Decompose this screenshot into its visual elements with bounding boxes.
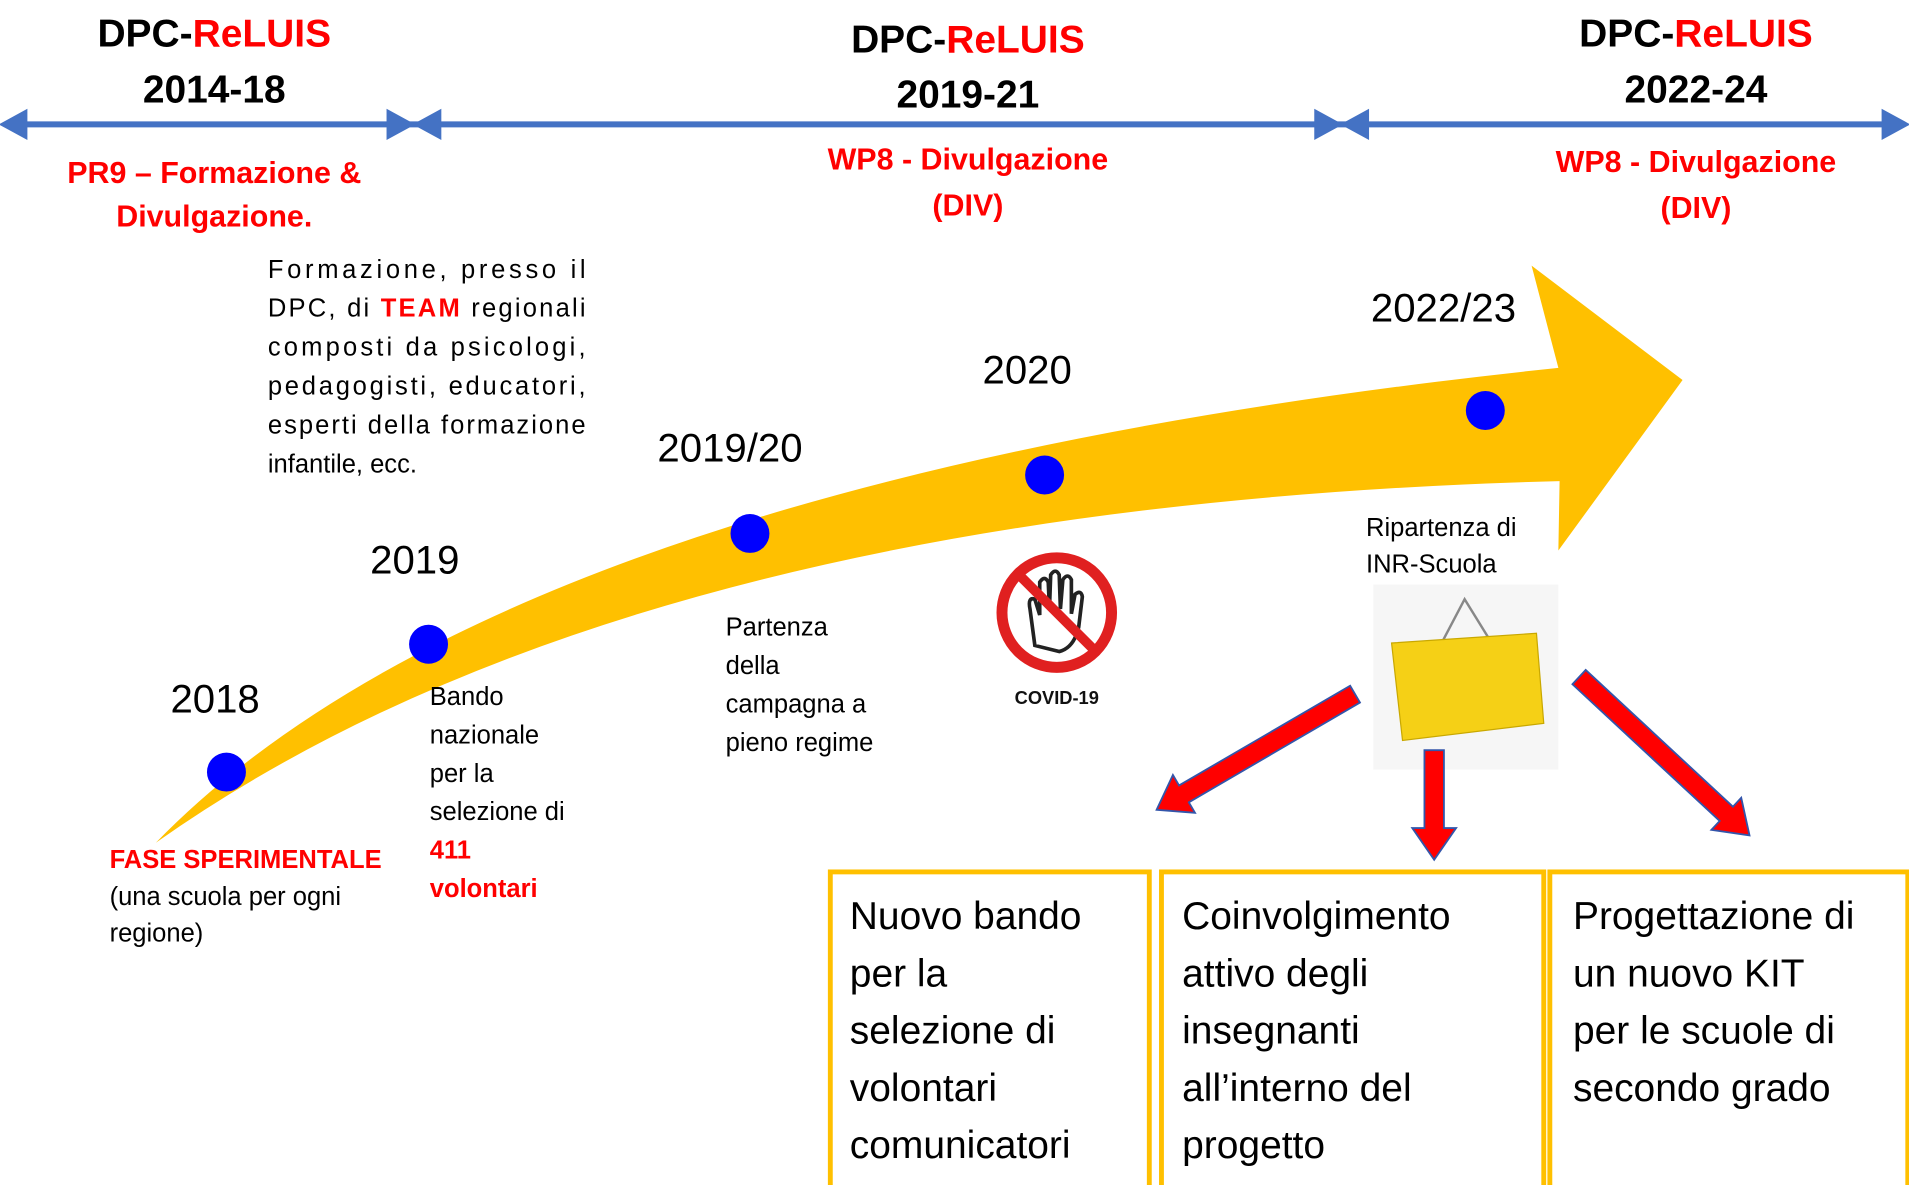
milestone-note: COVID-19 bbox=[1015, 687, 1099, 708]
box-line: progetto bbox=[1182, 1124, 1325, 1167]
prefix: DPC- bbox=[851, 19, 946, 62]
note-line: Formazione, presso il bbox=[268, 256, 586, 284]
box-line: Progettazione di bbox=[1573, 895, 1854, 938]
project-label: (DIV) bbox=[1660, 191, 1731, 225]
note-line: DPC, di TEAM regionali bbox=[268, 295, 586, 323]
milestone-note: INR-Scuola bbox=[1366, 550, 1497, 578]
milestone-year: 2022/23 bbox=[1371, 286, 1516, 331]
prefix: DPC- bbox=[97, 12, 192, 55]
prefix: DPC- bbox=[1579, 12, 1674, 55]
milestone-note: Bando bbox=[430, 683, 504, 711]
box-line: Coinvolgimento bbox=[1182, 895, 1450, 938]
milestone-note: nazionale bbox=[430, 721, 539, 749]
project-label: (DIV) bbox=[932, 189, 1003, 223]
note-segment: regionali bbox=[462, 295, 586, 323]
red-arrow bbox=[1155, 684, 1362, 814]
milestone-note: campagna a bbox=[726, 690, 867, 718]
note-line: pedagogisti, educatori, bbox=[268, 373, 586, 401]
box-line: volontari bbox=[850, 1067, 997, 1110]
box-line: Nuovo bando bbox=[850, 895, 1082, 938]
milestone-note: volontari bbox=[430, 875, 538, 903]
outcome-box bbox=[827, 869, 1152, 1185]
outcome-box bbox=[1547, 869, 1909, 1185]
boxes: Nuovo bando per la selezione di volontari co… bbox=[827, 869, 1909, 1185]
arrowhead bbox=[1314, 108, 1343, 141]
box-line: all’interno del bbox=[1182, 1067, 1411, 1110]
red-arrow bbox=[1571, 668, 1751, 837]
arrowhead bbox=[412, 108, 442, 141]
period-years: 2014-18 bbox=[143, 68, 286, 111]
arrowhead bbox=[386, 108, 416, 141]
box-line: per la bbox=[850, 952, 948, 995]
note-segment: pedagogisti, educatori, bbox=[268, 373, 586, 401]
milestone-dot bbox=[1025, 455, 1065, 495]
note-line: esperti della formazione bbox=[268, 412, 586, 440]
milestone-year: 2019 bbox=[370, 538, 459, 583]
period-title: DPC-ReLUIS bbox=[97, 12, 331, 55]
project-label: Divulgazione. bbox=[116, 200, 312, 234]
growth-arrow bbox=[155, 265, 1683, 843]
sign-string bbox=[1437, 596, 1492, 649]
milestone-dot bbox=[1465, 391, 1505, 430]
box-line: insegnanti bbox=[1182, 1010, 1360, 1053]
milestone-dot bbox=[206, 752, 246, 792]
milestone-note: pieno regime bbox=[726, 729, 874, 757]
brand: ReLUIS bbox=[193, 12, 331, 55]
box-line: secondo grado bbox=[1573, 1067, 1831, 1110]
box-line: per le scuole di bbox=[1573, 1010, 1835, 1053]
arrowhead bbox=[0, 108, 28, 141]
milestone-year: 2018 bbox=[170, 676, 259, 721]
training-note: Formazione, presso il DPC, di TEAM region… bbox=[268, 256, 586, 479]
note-segment: DPC, di bbox=[268, 295, 379, 323]
sign bbox=[1390, 632, 1545, 742]
milestone-note: 411 bbox=[430, 837, 471, 865]
milestone-note: regione) bbox=[110, 919, 204, 947]
period-years: 2022-24 bbox=[1624, 68, 1767, 111]
box-line: attivo degli bbox=[1182, 952, 1368, 995]
box-line: comunicatori bbox=[850, 1124, 1071, 1167]
note-line: composti da psicologi, bbox=[268, 334, 586, 362]
milestone-year: 2019/20 bbox=[657, 426, 802, 471]
box-line: selezione di bbox=[850, 1010, 1056, 1053]
project-label: PR9 – Formazione & bbox=[67, 156, 361, 190]
milestone-note: della bbox=[726, 652, 781, 680]
note-segment: infantile, ecc. bbox=[268, 451, 417, 479]
milestone-note: Ripartenza di bbox=[1366, 514, 1517, 542]
period-years: 2019-21 bbox=[896, 73, 1039, 116]
milestone-note: (una scuola per ogni bbox=[110, 883, 342, 911]
milestone-note: per la bbox=[430, 760, 495, 788]
milestone-dot bbox=[409, 624, 449, 664]
brand: ReLUIS bbox=[1674, 12, 1812, 55]
note-segment: Formazione, presso il bbox=[268, 256, 586, 284]
note-line: infantile, ecc. bbox=[268, 451, 417, 479]
milestone-year: 2020 bbox=[983, 348, 1072, 393]
project-label: WP8 - Divulgazione bbox=[828, 142, 1109, 176]
work-in-progress bbox=[1373, 584, 1559, 770]
milestone-note: FASE SPERIMENTALE bbox=[110, 846, 382, 874]
milestone-note: selezione di bbox=[430, 798, 565, 826]
milestone-note: Partenza bbox=[726, 614, 829, 642]
red-arrow bbox=[1410, 749, 1458, 862]
project-label: WP8 - Divulgazione bbox=[1556, 145, 1837, 179]
top-timeline bbox=[0, 108, 1909, 141]
arrowhead bbox=[1881, 108, 1909, 141]
note-segment: esperti della formazione bbox=[268, 412, 586, 440]
outcome-box bbox=[1159, 869, 1547, 1185]
covid-icon bbox=[996, 552, 1118, 673]
milestone-dot bbox=[730, 513, 770, 553]
stop-bar bbox=[1015, 571, 1098, 654]
box-line: un nuovo KIT bbox=[1573, 952, 1805, 995]
note-segment: TEAM bbox=[381, 295, 460, 323]
period-title: DPC-ReLUIS bbox=[851, 19, 1085, 62]
period-title: DPC-ReLUIS bbox=[1579, 12, 1813, 55]
note-segment: composti da psicologi, bbox=[268, 334, 586, 362]
arrowhead bbox=[1340, 108, 1370, 141]
red-arrows bbox=[1155, 668, 1751, 862]
brand: ReLUIS bbox=[946, 19, 1084, 62]
